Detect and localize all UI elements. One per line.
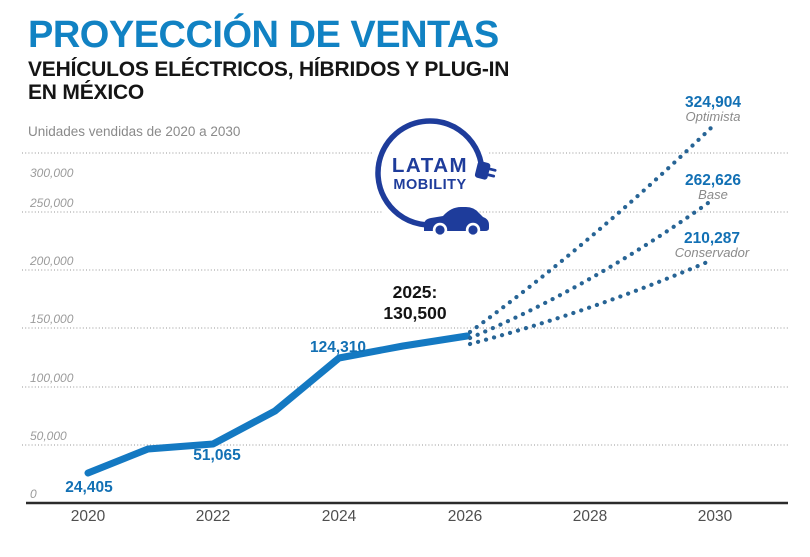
y-tick-150k: 150,000 [30, 312, 74, 326]
x-axis-labels: 2020 2022 2024 2026 2028 2030 [71, 508, 733, 525]
projection-base-line [467, 200, 711, 341]
page-title: PROYECCIÓN DE VENTAS [28, 14, 499, 56]
label-2022-value: 51,065 [193, 447, 241, 464]
projection-optimista-line [467, 122, 717, 335]
optimista-name: Optimista [686, 109, 741, 124]
logo-background [369, 112, 491, 234]
historical-sales-line [84, 332, 471, 477]
data-point-labels: 24,405 51,065 124,310 [65, 339, 366, 496]
x-tick-2030: 2030 [698, 508, 733, 525]
x-tick-2028: 2028 [573, 508, 607, 525]
y-tick-50k: 50,000 [30, 429, 67, 443]
x-tick-2022: 2022 [196, 508, 230, 525]
annotation-2025-year: 2025: [393, 282, 438, 302]
scenario-labels: 324,904 Optimista 262,626 Base 210,287 C… [675, 94, 750, 260]
label-2024-value: 124,310 [310, 339, 366, 356]
page-subtitle: VEHÍCULOS ELÉCTRICOS, HÍBRIDOS Y PLUG-IN… [28, 58, 509, 104]
subtitle-line-1: VEHÍCULOS ELÉCTRICOS, HÍBRIDOS Y PLUG-IN [28, 58, 510, 81]
y-tick-300k: 300,000 [30, 166, 74, 180]
annotation-2025-value: 130,500 [383, 303, 447, 323]
y-axis-labels: 300,000 250,000 200,000 150,000 100,000 … [29, 166, 74, 501]
annotation-2025: 2025: 130,500 [383, 282, 447, 323]
y-tick-100k: 100,000 [30, 371, 74, 385]
plug-icon [474, 161, 497, 180]
y-tick-200k: 200,000 [29, 254, 74, 268]
optimista-value: 324,904 [685, 94, 741, 111]
subtitle-line-2: EN MÉXICO [28, 81, 145, 104]
base-name: Base [698, 187, 728, 202]
label-2020-value: 24,405 [65, 479, 113, 496]
y-tick-0: 0 [30, 487, 37, 501]
projection-lines [467, 122, 717, 347]
x-tick-2024: 2024 [322, 508, 357, 525]
conservador-name: Conservador [675, 245, 750, 260]
car-icon [424, 207, 489, 238]
logo-text-latam: LATAM [392, 154, 468, 177]
conservador-value: 210,287 [684, 230, 740, 247]
x-tick-2026: 2026 [448, 508, 482, 525]
x-tick-2020: 2020 [71, 508, 106, 525]
projection-conservador-line [467, 257, 715, 347]
logo-text-mobility: MOBILITY [393, 177, 466, 193]
base-value: 262,626 [685, 172, 741, 189]
units-caption: Unidades vendidas de 2020 a 2030 [28, 124, 241, 139]
y-tick-250k: 250,000 [29, 196, 74, 210]
latam-mobility-logo: LATAM MOBILITY [369, 112, 497, 238]
